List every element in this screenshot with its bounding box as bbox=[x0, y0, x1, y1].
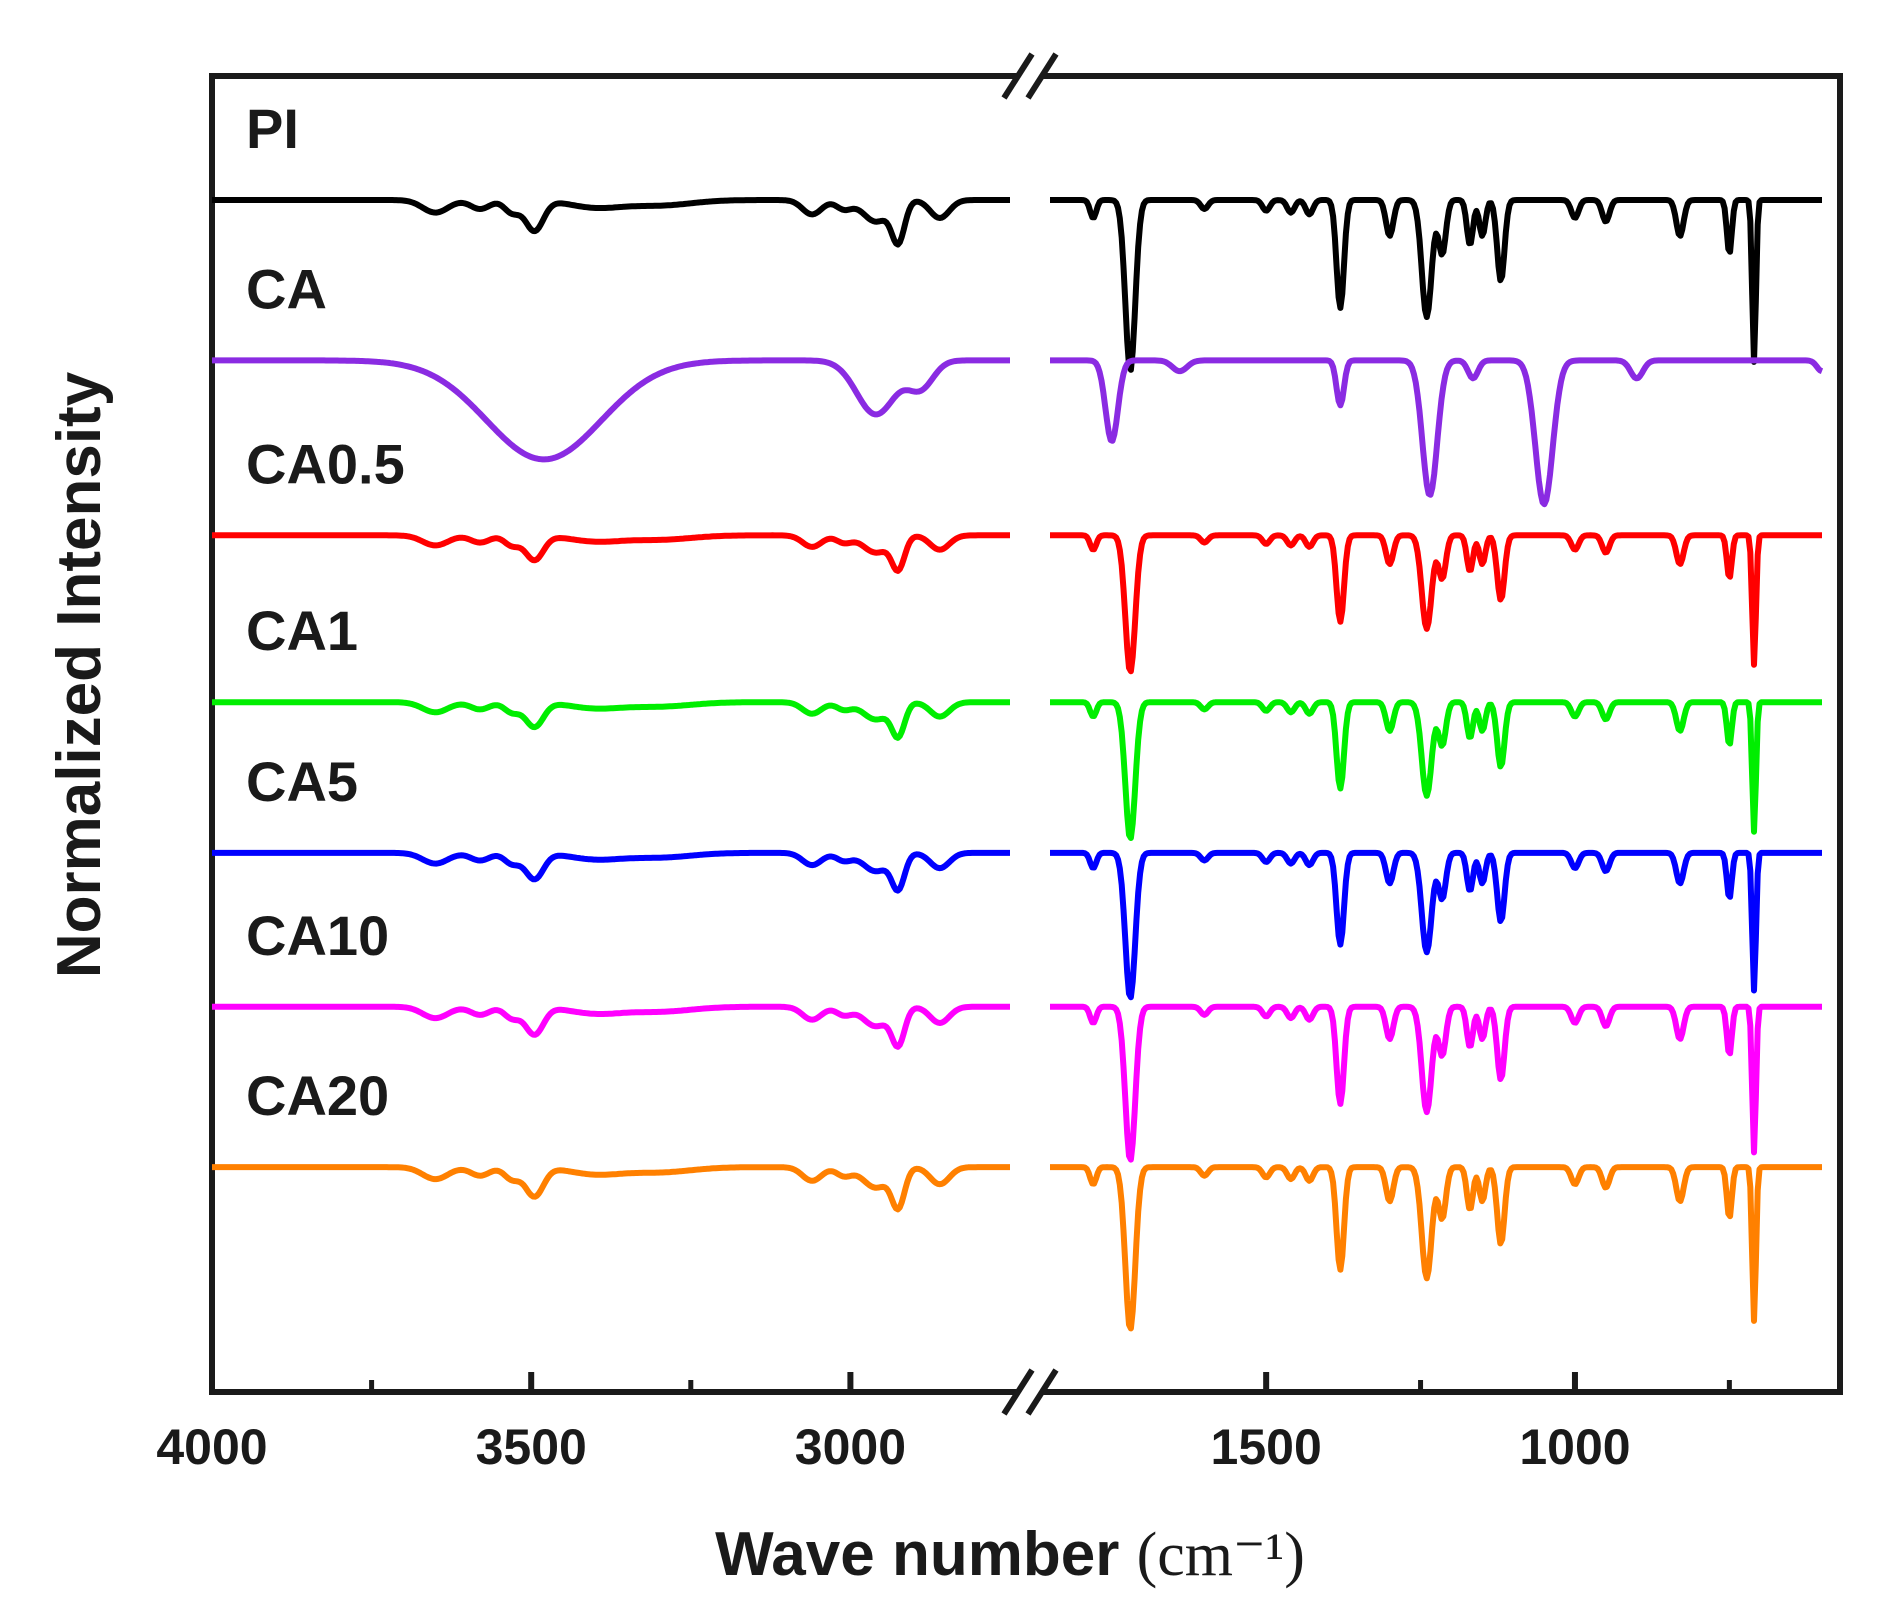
break-mark-1-1 bbox=[1025, 1368, 1059, 1416]
break-mark-0-1 bbox=[1025, 52, 1059, 100]
x-axis-unit: (cm⁻¹) bbox=[1137, 1521, 1305, 1589]
series-CA1-segment-0 bbox=[210, 699, 1012, 741]
series-CA-segment-1 bbox=[1048, 357, 1824, 508]
axis-break-marks bbox=[1001, 52, 1059, 1416]
x-ticks: 4000 3500 3000 1500 1000 bbox=[156, 1372, 1732, 1475]
frame-border bbox=[209, 73, 1843, 1395]
series-label-CA: CA bbox=[246, 257, 327, 320]
series-CA0.5-segment-1 bbox=[1048, 532, 1824, 675]
y-axis-title: Normalized Intensity bbox=[45, 371, 114, 978]
series-CA10-segment-0 bbox=[210, 1003, 1012, 1050]
series-CA-segment-0 bbox=[210, 357, 1012, 463]
series-label-CA0.5: CA0.5 bbox=[246, 432, 405, 495]
x-tick-label-0-2: 3000 bbox=[795, 1419, 906, 1475]
series-CA1-segment-1 bbox=[1048, 699, 1824, 841]
x-tick-label-1-1: 1000 bbox=[1519, 1419, 1630, 1475]
series-CA10-segment-1 bbox=[1048, 1003, 1824, 1163]
series-label-CA1: CA1 bbox=[246, 599, 358, 662]
x-axis-title: Wave number (cm⁻¹) bbox=[715, 1520, 1305, 1589]
plot-frame bbox=[209, 73, 1843, 1395]
series-label-CA5: CA5 bbox=[246, 750, 358, 813]
break-mark-1-0 bbox=[1001, 1368, 1035, 1416]
series-label-CA10: CA10 bbox=[246, 904, 389, 967]
series-PI-segment-1 bbox=[1048, 197, 1824, 373]
x-axis-title-text: Wave number bbox=[715, 1520, 1119, 1589]
x-tick-label-0-0: 4000 bbox=[156, 1419, 267, 1475]
series-CA5-segment-1 bbox=[1048, 849, 1824, 1001]
series-CA20-segment-1 bbox=[1048, 1164, 1824, 1332]
x-tick-label-1-0: 1500 bbox=[1211, 1419, 1322, 1475]
series-CA5-segment-0 bbox=[210, 849, 1012, 894]
series-labels: PI CA CA0.5 CA1 CA5 CA10 CA20 bbox=[246, 97, 405, 1127]
break-mark-0-0 bbox=[1001, 52, 1035, 100]
series-label-PI: PI bbox=[246, 97, 299, 160]
series-PI-segment-0 bbox=[210, 197, 1012, 248]
x-tick-label-0-1: 3500 bbox=[476, 1419, 587, 1475]
series-CA0.5-segment-0 bbox=[210, 532, 1012, 574]
series-layer bbox=[210, 197, 1824, 1332]
series-CA20-segment-0 bbox=[210, 1164, 1012, 1213]
series-label-CA20: CA20 bbox=[246, 1064, 389, 1127]
